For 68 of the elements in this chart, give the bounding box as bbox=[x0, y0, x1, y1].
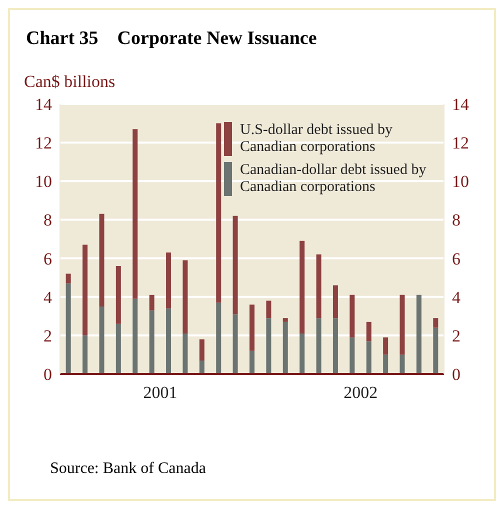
bar bbox=[216, 302, 222, 374]
bar bbox=[282, 322, 288, 374]
y-tick-label: 2 bbox=[44, 326, 52, 346]
bar bbox=[182, 334, 188, 374]
bar bbox=[383, 354, 388, 374]
bar bbox=[132, 298, 138, 374]
bar bbox=[132, 129, 138, 299]
bar bbox=[82, 335, 88, 374]
bar bbox=[266, 318, 272, 374]
y2-tick-label: 2 bbox=[452, 326, 460, 346]
bar bbox=[433, 328, 438, 374]
bar bbox=[232, 314, 238, 374]
bar bbox=[216, 123, 222, 303]
y2-tick-label: 4 bbox=[452, 288, 461, 307]
bar bbox=[116, 266, 121, 324]
bar bbox=[350, 337, 355, 374]
legend-label: Canadian-dollar debt issued by Canadian corporations bbox=[240, 162, 428, 196]
bar bbox=[232, 216, 238, 314]
y-tick-label: 4 bbox=[44, 288, 52, 307]
bar bbox=[249, 304, 254, 351]
bar bbox=[416, 294, 422, 374]
bar bbox=[300, 334, 305, 374]
bar bbox=[366, 322, 372, 342]
y2-tick-label: 14 bbox=[452, 95, 470, 114]
bar bbox=[400, 294, 405, 355]
y-tick-label: 6 bbox=[44, 249, 52, 268]
bar bbox=[199, 360, 204, 374]
bar bbox=[182, 260, 188, 334]
y-tick-label: 10 bbox=[35, 172, 52, 192]
y2-tick-label: 0 bbox=[452, 365, 460, 384]
bar bbox=[266, 300, 272, 318]
bar bbox=[249, 350, 254, 374]
y-axis-title: Can$ billions bbox=[24, 72, 116, 91]
bar bbox=[383, 337, 388, 355]
x-tick-label: 2002 bbox=[344, 383, 378, 402]
y-tick-label: 14 bbox=[35, 95, 52, 114]
bar bbox=[149, 294, 154, 310]
y-tick-label: 8 bbox=[44, 210, 52, 230]
y2-tick-label: 12 bbox=[452, 134, 469, 153]
bar bbox=[282, 318, 288, 322]
bar bbox=[116, 324, 121, 374]
bar bbox=[99, 214, 104, 306]
bar bbox=[316, 254, 322, 318]
bar bbox=[300, 240, 305, 334]
bar bbox=[166, 308, 172, 374]
bar bbox=[66, 283, 71, 374]
bar bbox=[316, 318, 322, 374]
y2-tick-label: 8 bbox=[452, 210, 460, 230]
bar bbox=[433, 318, 438, 328]
bar bbox=[332, 285, 338, 318]
bar bbox=[166, 252, 172, 308]
bar bbox=[149, 310, 154, 374]
bar bbox=[66, 274, 71, 284]
bar bbox=[82, 244, 88, 336]
bar bbox=[400, 354, 405, 374]
source-note: Source: Bank of Canada bbox=[50, 460, 206, 477]
chart-title: Chart 35 Corporate New Issuance bbox=[26, 28, 317, 49]
bar bbox=[199, 339, 204, 360]
bar bbox=[350, 294, 355, 338]
y2-tick-label: 6 bbox=[452, 249, 460, 268]
bar bbox=[366, 341, 372, 374]
y-tick-label: 12 bbox=[35, 134, 52, 153]
bar bbox=[99, 306, 104, 374]
bar bbox=[332, 318, 338, 374]
legend-label: U.S-dollar debt issued by Canadian corporations bbox=[240, 122, 394, 156]
x-tick-label: 2001 bbox=[143, 383, 178, 402]
y2-tick-label: 10 bbox=[452, 172, 469, 192]
y-tick-label: 0 bbox=[44, 365, 52, 384]
